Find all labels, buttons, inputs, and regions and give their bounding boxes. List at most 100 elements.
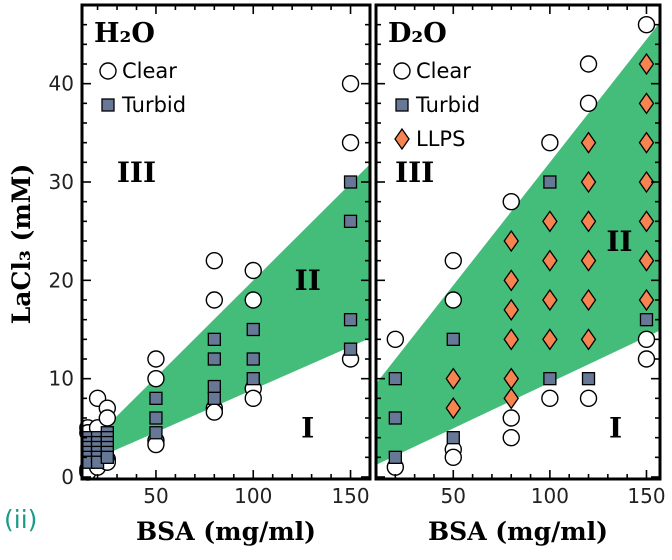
legend-clear-marker [99,62,117,80]
clear-point [244,291,262,309]
turbid-point [343,175,358,189]
clear-point [386,330,405,349]
llps-point [580,288,597,312]
llps-point [638,210,655,233]
y-tick-label: 0 [61,465,74,489]
clear-point [244,389,262,408]
llps-point [638,131,655,154]
clear-point [244,261,262,280]
region-label-III: III [117,156,156,189]
clear-point [341,133,360,152]
clear-point [341,74,360,93]
turbid-point [343,342,358,356]
llps-point [580,131,597,154]
llps-point [580,328,597,351]
clear-point [502,428,520,447]
llps-point [580,210,597,233]
turbid-point [149,391,163,405]
clear-point [579,94,598,113]
turbid-point [388,450,402,464]
llps-point [503,328,520,351]
panel-title: D₂O [388,18,447,49]
y-tick-label: 40 [49,72,74,96]
phase-ii-band [82,164,370,465]
legend-clear-label: Clear [416,59,471,83]
clear-point [637,350,656,368]
legend-turbid-marker [101,98,115,112]
clear-point [502,409,520,427]
x-tick-label: 100 [531,484,569,508]
llps-point [638,170,655,194]
llps-point [638,52,655,76]
region-label-III: III [395,156,434,189]
llps-point [503,387,520,410]
y-tick-label: 30 [49,170,74,194]
legend-clear-label: Clear [122,59,177,83]
legend-turbid-label: Turbid [121,93,186,117]
turbid-point [543,175,557,189]
clear-point [147,350,165,368]
llps-point [445,397,462,420]
x-tick-label: 100 [234,484,272,508]
figure-label: (ii) [4,505,37,534]
x-axis-label-h2o: BSA (mg/ml) [136,517,316,546]
turbid-point [246,322,260,337]
legend-llps-label: LLPS [416,127,465,151]
turbid-point [246,372,260,386]
turbid-point [100,450,114,464]
turbid-point [149,426,163,440]
llps-point [503,229,520,253]
plot-frame [80,3,372,481]
x-axis-label-d2o: BSA (mg/ml) [428,517,608,546]
clear-point [637,15,656,34]
llps-point [542,328,558,351]
region-label-II: II [295,264,321,297]
x-tick-label: 150 [331,484,369,508]
region-label-I: I [301,412,314,445]
llps-point [503,269,520,292]
x-tick-label: 50 [143,484,168,508]
turbid-point [207,391,221,405]
turbid-point [446,431,460,445]
y-tick-label: 20 [49,268,74,292]
turbid-point [207,379,221,394]
clear-point [502,192,520,211]
clear-point [205,291,224,309]
llps-point [542,210,558,233]
turbid-point [207,332,221,346]
region-label-II: II [606,225,632,258]
turbid-point [149,411,163,425]
y-tick-label: 10 [49,367,74,391]
llps-point [542,249,558,272]
clear-point [541,133,559,152]
llps-point [503,298,520,321]
turbid-point [388,411,402,425]
turbid-point [446,332,460,346]
legend-turbid-label: Turbid [415,93,480,117]
llps-point [580,170,597,194]
y-axis-label: LaCl₃ (mM) [7,164,36,325]
llps-point [638,249,655,272]
turbid-point [246,352,260,366]
llps-point [542,288,558,312]
clear-point [98,409,116,427]
llps-point [445,367,462,390]
turbid-point [543,372,557,386]
llps-point [638,288,655,312]
llps-point [580,249,597,272]
turbid-point [343,214,358,228]
x-tick-label: 150 [627,484,665,508]
plot-frame [374,3,662,481]
x-tick-label: 50 [441,484,466,508]
legend-clear-marker [393,62,411,80]
turbid-point [639,313,654,327]
legend-llps-marker [394,127,410,151]
clear-point [205,251,224,270]
clear-point [541,389,559,408]
clear-point [579,55,598,73]
llps-point [638,92,655,115]
turbid-point [388,372,402,386]
clear-point [637,330,656,349]
